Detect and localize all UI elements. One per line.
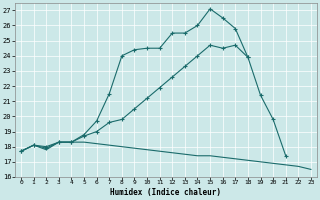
X-axis label: Humidex (Indice chaleur): Humidex (Indice chaleur) [110, 188, 221, 197]
